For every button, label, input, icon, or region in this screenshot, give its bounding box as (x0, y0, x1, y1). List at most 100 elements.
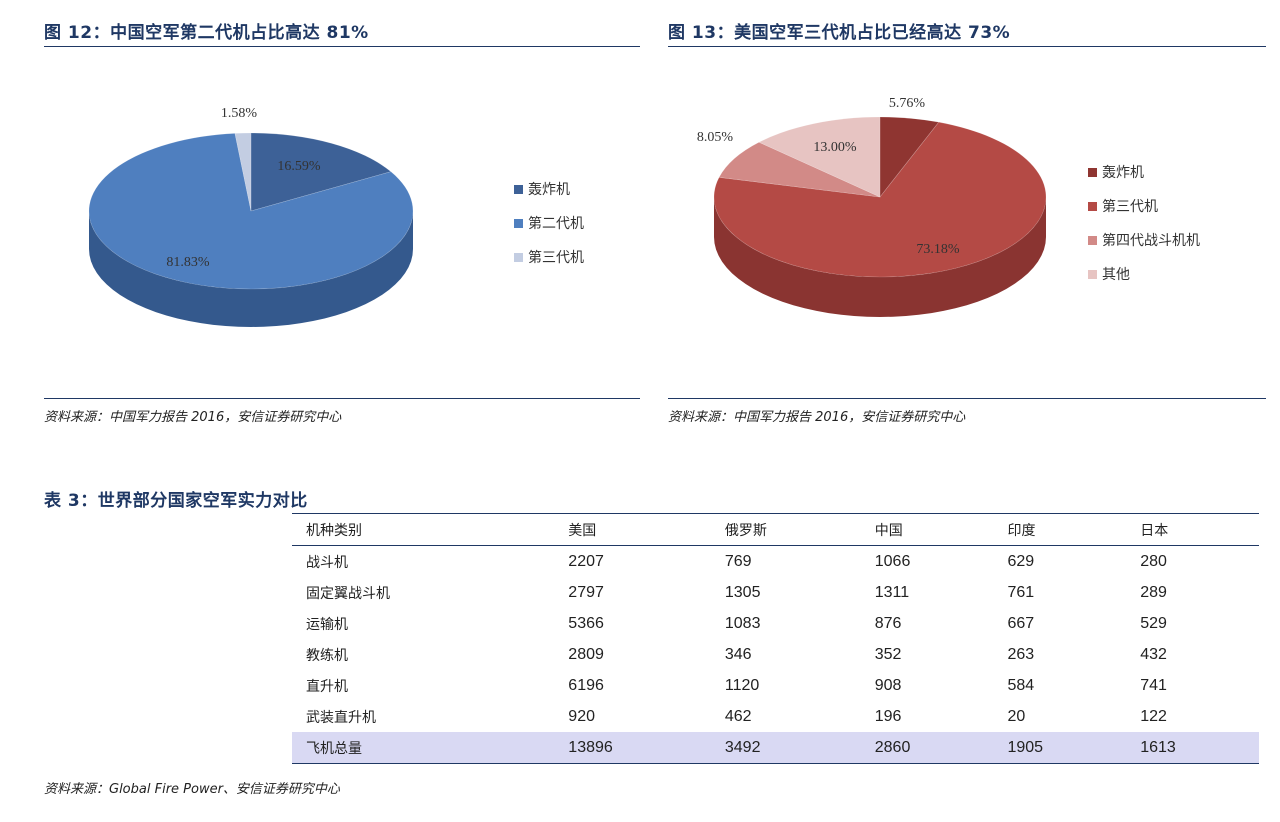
table-cell: 5366 (568, 614, 604, 632)
table-cell: 432 (1140, 645, 1167, 663)
table-cell: 920 (568, 707, 595, 725)
table-cell: 运输机 (306, 616, 348, 633)
table-row: 运输机 5366 1083 876 667 529 (292, 608, 1259, 639)
table-cell: 462 (724, 707, 752, 725)
table-cell: 629 (1007, 552, 1035, 570)
table-cell: 飞机总量 (292, 732, 555, 764)
pie-data-label: 1.58% (221, 106, 258, 121)
table-cell: 1066 (874, 552, 911, 570)
table-cell: 584 (1007, 676, 1035, 694)
pie-top-face (88, 132, 414, 290)
table-cell: 1905 (993, 732, 1127, 764)
legend-entry: 第二代机 (528, 215, 584, 232)
figure-12-top-rule (44, 46, 640, 47)
pie-data-label: 81.83% (166, 255, 210, 270)
table-cell: 122 (1140, 707, 1167, 725)
table-cell: 1083 (724, 614, 761, 632)
header-india: 印度 (1007, 522, 1036, 539)
figure-12-title: 图 12：中国空军第二代机占比高达 81% (44, 23, 369, 43)
pie-data-label: 8.05% (697, 130, 734, 145)
pie-slice-2 (234, 132, 252, 212)
table-cell: 武装直升机 (306, 709, 376, 726)
header-japan: 日本 (1140, 522, 1169, 539)
table-row: 直升机 6196 1120 908 584 741 (292, 670, 1259, 701)
legend-swatch (514, 253, 523, 262)
table-row: 武装直升机 920 462 196 20 122 (292, 701, 1259, 732)
legend-swatch (1088, 270, 1097, 279)
table-cell: 13896 (554, 732, 711, 764)
pie-slice-1 (88, 133, 414, 290)
table-cell: 1613 (1126, 732, 1259, 764)
table-cell: 6196 (568, 676, 604, 694)
pie-data-label: 13.00% (813, 140, 857, 155)
legend-entry: 第三代机 (528, 249, 584, 266)
figure-12-bottom-rule (44, 398, 640, 399)
comparison-table: 机种类别 美国 俄罗斯 中国 印度 日本 战斗机 2207 769 1066 6… (292, 513, 1259, 764)
table-cell: 769 (724, 552, 752, 570)
table-cell: 761 (1007, 583, 1035, 601)
pie-slice-3 (758, 116, 881, 198)
header-russia: 俄罗斯 (724, 522, 767, 539)
figure-12-source: 资料来源：中国军力报告 2016，安信证券研究中心 (44, 410, 342, 425)
table-cell: 741 (1140, 676, 1167, 694)
figure-13-bottom-rule (668, 398, 1266, 399)
pie-top-face (713, 116, 1047, 278)
table-cell: 1120 (724, 676, 760, 694)
table-cell: 280 (1140, 552, 1167, 570)
table-cell: 1311 (874, 583, 910, 601)
table-cell: 876 (874, 614, 902, 632)
table-cell: 529 (1140, 614, 1167, 632)
table-header-row: 机种类别 美国 俄罗斯 中国 印度 日本 (292, 513, 1259, 546)
table-cell: 2809 (568, 645, 604, 663)
table-cell: 固定翼战斗机 (306, 585, 390, 602)
pie-slice-0 (250, 132, 392, 212)
table-cell: 3492 (710, 732, 861, 764)
table-cell: 直升机 (306, 678, 348, 695)
figure-13-title: 图 13：美国空军三代机占比已经高达 73% (668, 23, 1011, 43)
pie-side-walls (89, 211, 413, 327)
header-usa: 美国 (568, 522, 597, 539)
legend-swatch (1088, 168, 1097, 177)
pie-slice-2 (718, 141, 881, 198)
table-3-source: 资料来源：Global Fire Power、安信证券研究中心 (44, 782, 340, 797)
figure-13-top-rule (668, 46, 1266, 47)
legend-entry: 轰炸机 (1102, 164, 1144, 181)
figure-13-source: 资料来源：中国军力报告 2016，安信证券研究中心 (668, 410, 966, 425)
table-cell: 2797 (568, 583, 604, 601)
table-cell: 289 (1140, 583, 1167, 601)
table-cell: 1305 (724, 583, 761, 601)
table-cell: 263 (1007, 645, 1035, 663)
pie-data-label: 16.59% (277, 159, 321, 174)
table-cell: 教练机 (306, 647, 348, 664)
table-3-title: 表 3：世界部分国家空军实力对比 (44, 491, 308, 511)
header-category: 机种类别 (306, 522, 362, 539)
legend-entry: 第四代战斗机机 (1102, 232, 1200, 249)
legend-entry: 轰炸机 (528, 181, 570, 198)
legend-swatch (1088, 236, 1097, 245)
table-row: 固定翼战斗机 2797 1305 1311 761 289 (292, 577, 1259, 608)
legend-swatch (514, 185, 523, 194)
table-row: 战斗机 2207 769 1066 629 280 (292, 546, 1259, 578)
table-cell: 196 (874, 707, 902, 725)
legend-swatch (514, 219, 523, 228)
legend-entry: 其他 (1102, 267, 1130, 283)
pie-slice-1 (713, 121, 1047, 278)
pie-data-label: 73.18% (916, 242, 960, 257)
table-total-row: 飞机总量 13896 3492 2860 1905 1613 (292, 732, 1259, 764)
pie-side-walls (714, 197, 1046, 317)
pie-slice-0 (879, 116, 940, 198)
table-cell: 2207 (568, 552, 604, 570)
pie-data-label: 5.76% (889, 96, 926, 111)
table-row: 教练机 2809 346 352 263 432 (292, 639, 1259, 670)
pie-side-slice-1 (714, 197, 1046, 317)
table-cell: 908 (874, 676, 902, 694)
pie-side-slice-1 (89, 211, 413, 327)
table-cell: 346 (724, 645, 752, 663)
table-cell: 667 (1007, 614, 1035, 632)
table-cell: 战斗机 (306, 554, 348, 571)
legend-entry: 第三代机 (1102, 198, 1158, 215)
